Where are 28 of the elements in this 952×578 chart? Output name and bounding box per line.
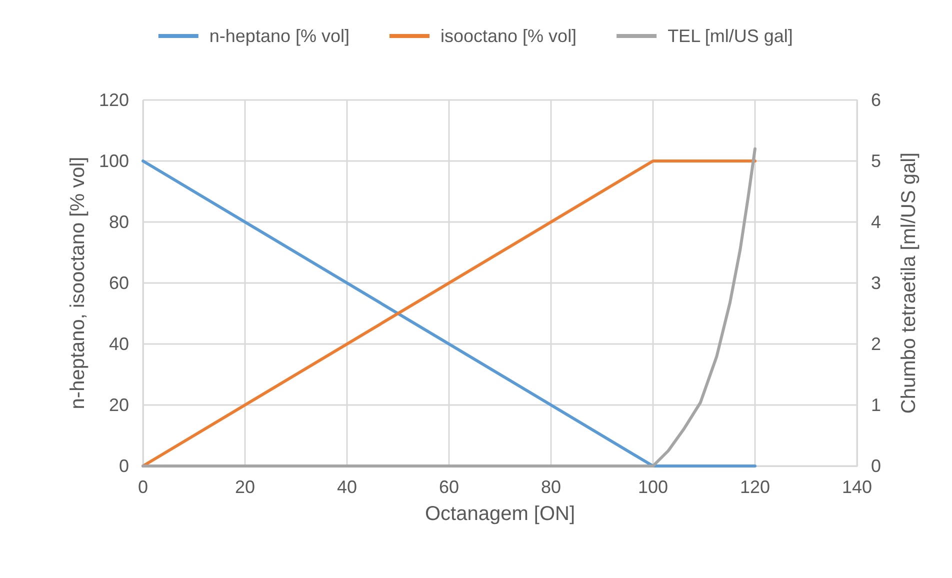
- y2-tick-label: 3: [871, 273, 882, 293]
- x-tick-label: 100: [638, 477, 668, 497]
- y-tick-label: 100: [98, 151, 129, 171]
- x-tick-label: 120: [740, 477, 770, 497]
- legend-label: TEL [ml/US gal]: [668, 26, 793, 46]
- y2-tick-label: 0: [871, 456, 882, 476]
- y2-tick-label: 1: [871, 395, 882, 415]
- y-tick-label: 40: [108, 334, 129, 354]
- y-tick-label: 0: [118, 456, 129, 476]
- y2-tick-label: 5: [871, 151, 882, 171]
- y2-tick-label: 6: [871, 90, 882, 110]
- x-tick-label: 0: [138, 477, 148, 497]
- legend-label: n-heptano [% vol]: [209, 26, 350, 46]
- x-tick-label: 80: [540, 477, 562, 497]
- y-axis-title: n-heptano, isooctano [% vol]: [67, 156, 90, 410]
- x-tick-label: 40: [336, 477, 358, 497]
- legend-label: isooctano [% vol]: [440, 26, 577, 46]
- y2-tick-label: 4: [871, 212, 882, 232]
- y2-tick-label: 2: [871, 334, 882, 354]
- y-tick-label: 20: [108, 395, 129, 415]
- y2-axis-title: Chumbo tetraetila [ml/US gal]: [898, 152, 920, 414]
- x-tick-label: 60: [438, 477, 460, 497]
- y-tick-label: 80: [108, 212, 129, 232]
- x-axis-title: Octanagem [ON]: [424, 503, 576, 525]
- x-tick-label: 140: [842, 477, 872, 497]
- y-tick-label: 60: [108, 273, 129, 293]
- y-tick-label: 120: [98, 90, 129, 110]
- x-tick-label: 20: [234, 477, 256, 497]
